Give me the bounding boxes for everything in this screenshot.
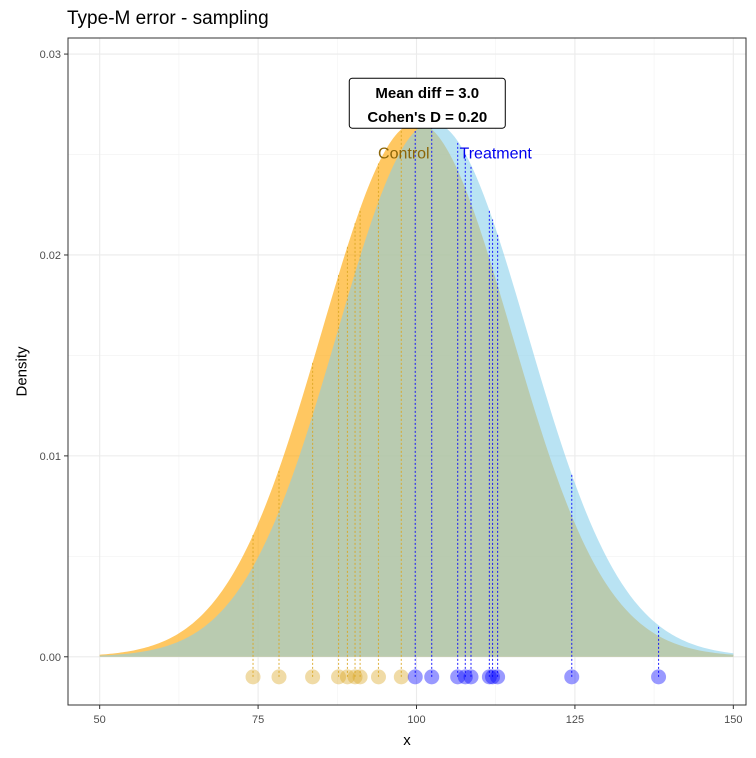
sample-droplines — [252, 122, 660, 677]
sample-point-1 — [457, 669, 473, 685]
x-axis-title: x — [403, 732, 411, 749]
sample-point-1 — [651, 669, 667, 685]
series-label-treatment: Treatment — [460, 146, 533, 163]
density-area-1 — [99, 122, 734, 657]
sample-point-0 — [393, 669, 409, 685]
sample-point-0 — [331, 669, 347, 685]
sample-point-1 — [481, 669, 497, 685]
sample-point-0 — [347, 669, 363, 685]
series-label-control: Control — [378, 146, 430, 163]
annotation-box — [348, 77, 506, 129]
x-tick-label: 100 — [407, 714, 425, 726]
annotation-line: Cohen's D = 0.20 — [367, 109, 487, 126]
sample-point-0 — [370, 669, 386, 685]
density-areas — [99, 122, 734, 657]
y-tick-label: 0.03 — [40, 49, 61, 61]
sample-point-1 — [450, 669, 466, 685]
x-tick-label: 150 — [724, 714, 742, 726]
sample-points — [245, 669, 667, 685]
y-tick-label: 0.00 — [40, 652, 61, 664]
y-tick-label: 0.02 — [40, 250, 61, 262]
sample-point-1 — [490, 669, 506, 685]
sample-point-0 — [245, 669, 261, 685]
y-tick-label: 0.01 — [40, 451, 61, 463]
x-tick-label: 125 — [566, 714, 584, 726]
x-tick-label: 50 — [94, 714, 106, 726]
sample-point-1 — [485, 669, 501, 685]
annotation-line: Mean diff = 3.0 — [375, 85, 479, 102]
sample-point-1 — [564, 669, 580, 685]
x-axis-ticks: 50 75 100 125 150 — [94, 705, 743, 726]
x-tick-label: 75 — [252, 714, 264, 726]
sample-point-0 — [305, 669, 321, 685]
sample-point-0 — [271, 669, 287, 685]
sample-point-1 — [463, 669, 479, 685]
series-labels: Control Treatment — [378, 146, 532, 163]
chart-title: Type-M error - sampling — [67, 8, 269, 29]
sample-point-0 — [352, 669, 368, 685]
sample-point-1 — [424, 669, 440, 685]
stats-annotation: Mean diff = 3.0 Cohen's D = 0.20 — [348, 77, 506, 129]
y-axis-ticks: 0.00 0.01 0.02 0.03 — [40, 49, 68, 664]
plot-panel-border — [67, 37, 747, 706]
y-axis-title: Density — [13, 346, 30, 397]
sample-point-0 — [339, 669, 355, 685]
sample-point-1 — [407, 669, 423, 685]
